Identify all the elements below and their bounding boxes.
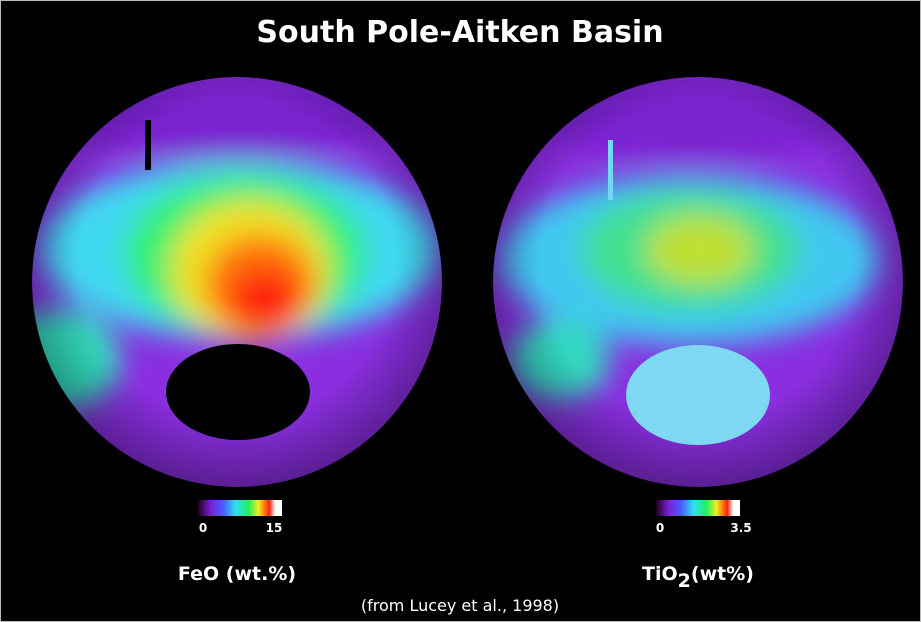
label-part: (wt.%) xyxy=(226,563,296,585)
label-part: (wt%) xyxy=(691,563,754,585)
tio2-map xyxy=(493,77,903,487)
label-subscript: 2 xyxy=(678,570,691,592)
panel-label: FeO (wt.%) xyxy=(178,563,296,585)
colorbar-max: 15 xyxy=(266,521,283,535)
caption: (from Lucey et al., 1998) xyxy=(361,596,559,615)
colorbar-min: 0 xyxy=(656,521,664,535)
colorbar-max: 3.5 xyxy=(730,521,751,535)
colorbar xyxy=(656,500,740,516)
label-part: TiO xyxy=(642,563,678,585)
colorbar xyxy=(198,500,282,516)
page: {"title": "South Pole-Aitken Basin", "pa… xyxy=(0,0,921,622)
figure: South Pole-Aitken Basin 0 xyxy=(0,0,921,622)
colorbar-min: 0 xyxy=(199,521,207,535)
label-part: FeO xyxy=(178,563,219,585)
title: South Pole-Aitken Basin xyxy=(256,15,663,50)
